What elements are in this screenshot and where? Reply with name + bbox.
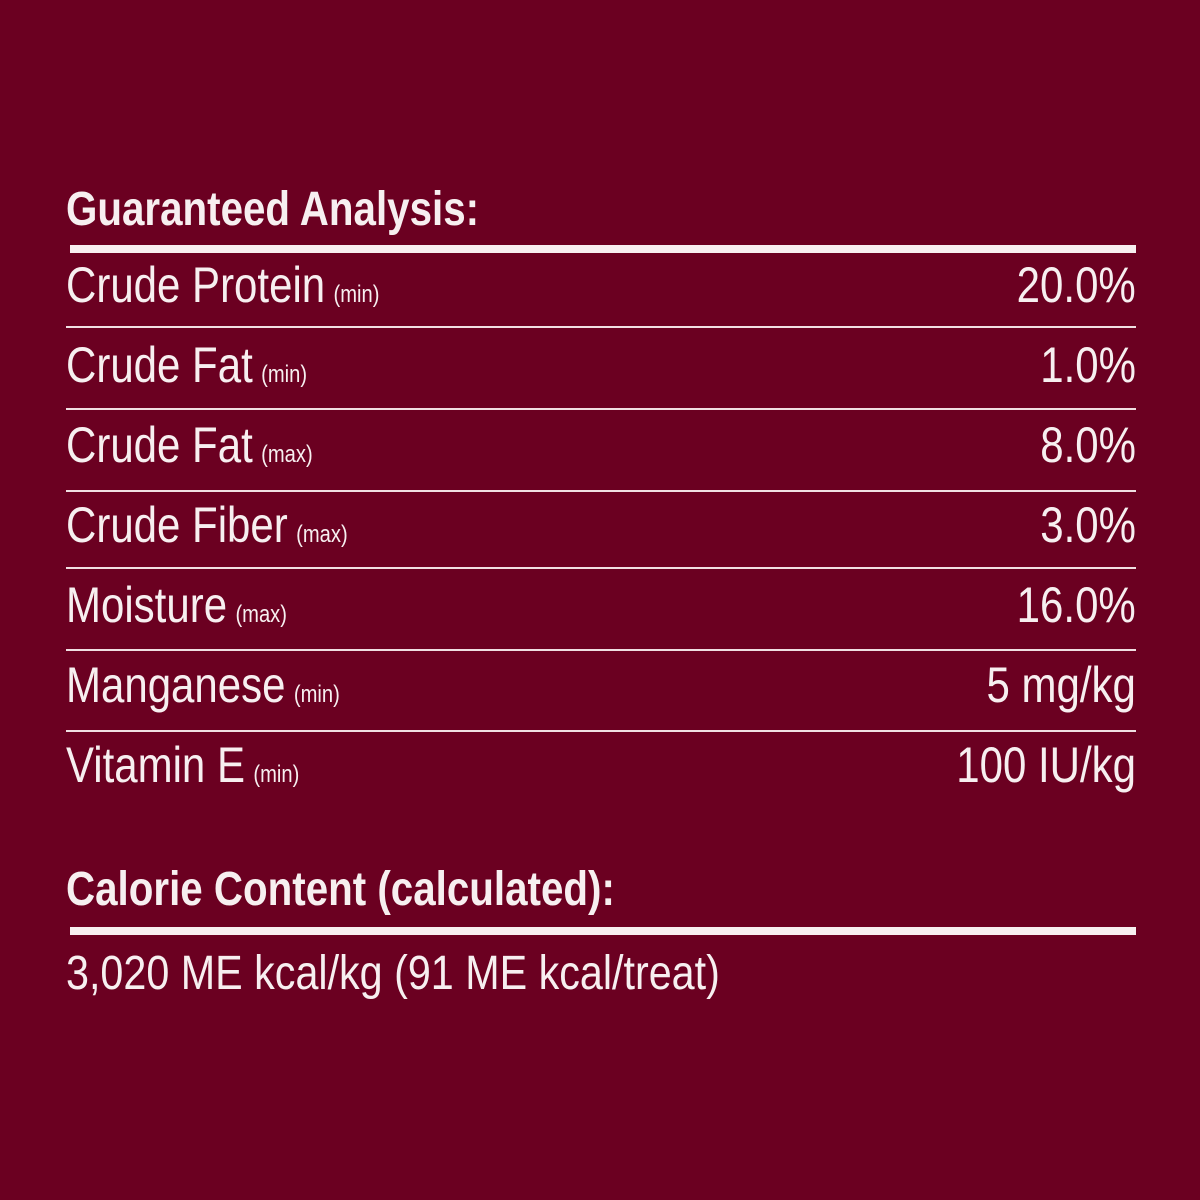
nutrient-value: 16.0%: [1016, 577, 1136, 633]
analysis-row: Moisture (max) 16.0%: [66, 578, 1136, 638]
calorie-content-title: Calorie Content (calculated):: [66, 863, 615, 916]
analysis-row: Crude Protein (min) 20.0%: [66, 258, 1136, 318]
nutrient-qualifier: (min): [261, 361, 308, 388]
nutrient-value: 5 mg/kg: [986, 657, 1136, 713]
analysis-row: Crude Fiber (max) 3.0%: [66, 498, 1136, 558]
analysis-row: Crude Fat (max) 8.0%: [66, 418, 1136, 478]
nutrient-label: Manganese: [66, 657, 286, 713]
calorie-rule: [70, 927, 1136, 935]
row-divider: [66, 326, 1136, 328]
nutrient-qualifier: (min): [333, 281, 380, 308]
analysis-row: Vitamin E (min) 100 IU/kg: [66, 738, 1136, 798]
nutrient-label: Crude Fiber: [66, 497, 288, 553]
nutrient-value: 1.0%: [1040, 337, 1136, 393]
analysis-row: Crude Fat (min) 1.0%: [66, 338, 1136, 398]
nutrient-qualifier: (min): [253, 761, 300, 788]
row-divider: [66, 567, 1136, 569]
nutrient-label: Crude Fat: [66, 337, 253, 393]
analysis-row: Manganese (min) 5 mg/kg: [66, 658, 1136, 718]
nutrient-value: 3.0%: [1040, 497, 1136, 553]
nutrient-label: Crude Protein: [66, 257, 326, 313]
nutrient-qualifier: (max): [261, 441, 313, 468]
title-rule: [70, 245, 1136, 253]
calorie-content-text: 3,020 ME kcal/kg (91 ME kcal/treat): [66, 947, 720, 1000]
guaranteed-analysis-title: Guaranteed Analysis:: [66, 183, 480, 236]
row-divider: [66, 730, 1136, 732]
nutrient-label: Vitamin E: [66, 737, 245, 793]
row-divider: [66, 490, 1136, 492]
nutrient-value: 100 IU/kg: [956, 737, 1136, 793]
nutrient-qualifier: (min): [293, 681, 340, 708]
nutrient-value: 8.0%: [1040, 417, 1136, 473]
nutrient-label: Moisture: [66, 577, 228, 633]
nutrient-qualifier: (max): [235, 601, 287, 628]
nutrient-value: 20.0%: [1016, 257, 1136, 313]
row-divider: [66, 649, 1136, 651]
nutrient-label: Crude Fat: [66, 417, 253, 473]
nutrient-qualifier: (max): [296, 521, 348, 548]
row-divider: [66, 408, 1136, 410]
